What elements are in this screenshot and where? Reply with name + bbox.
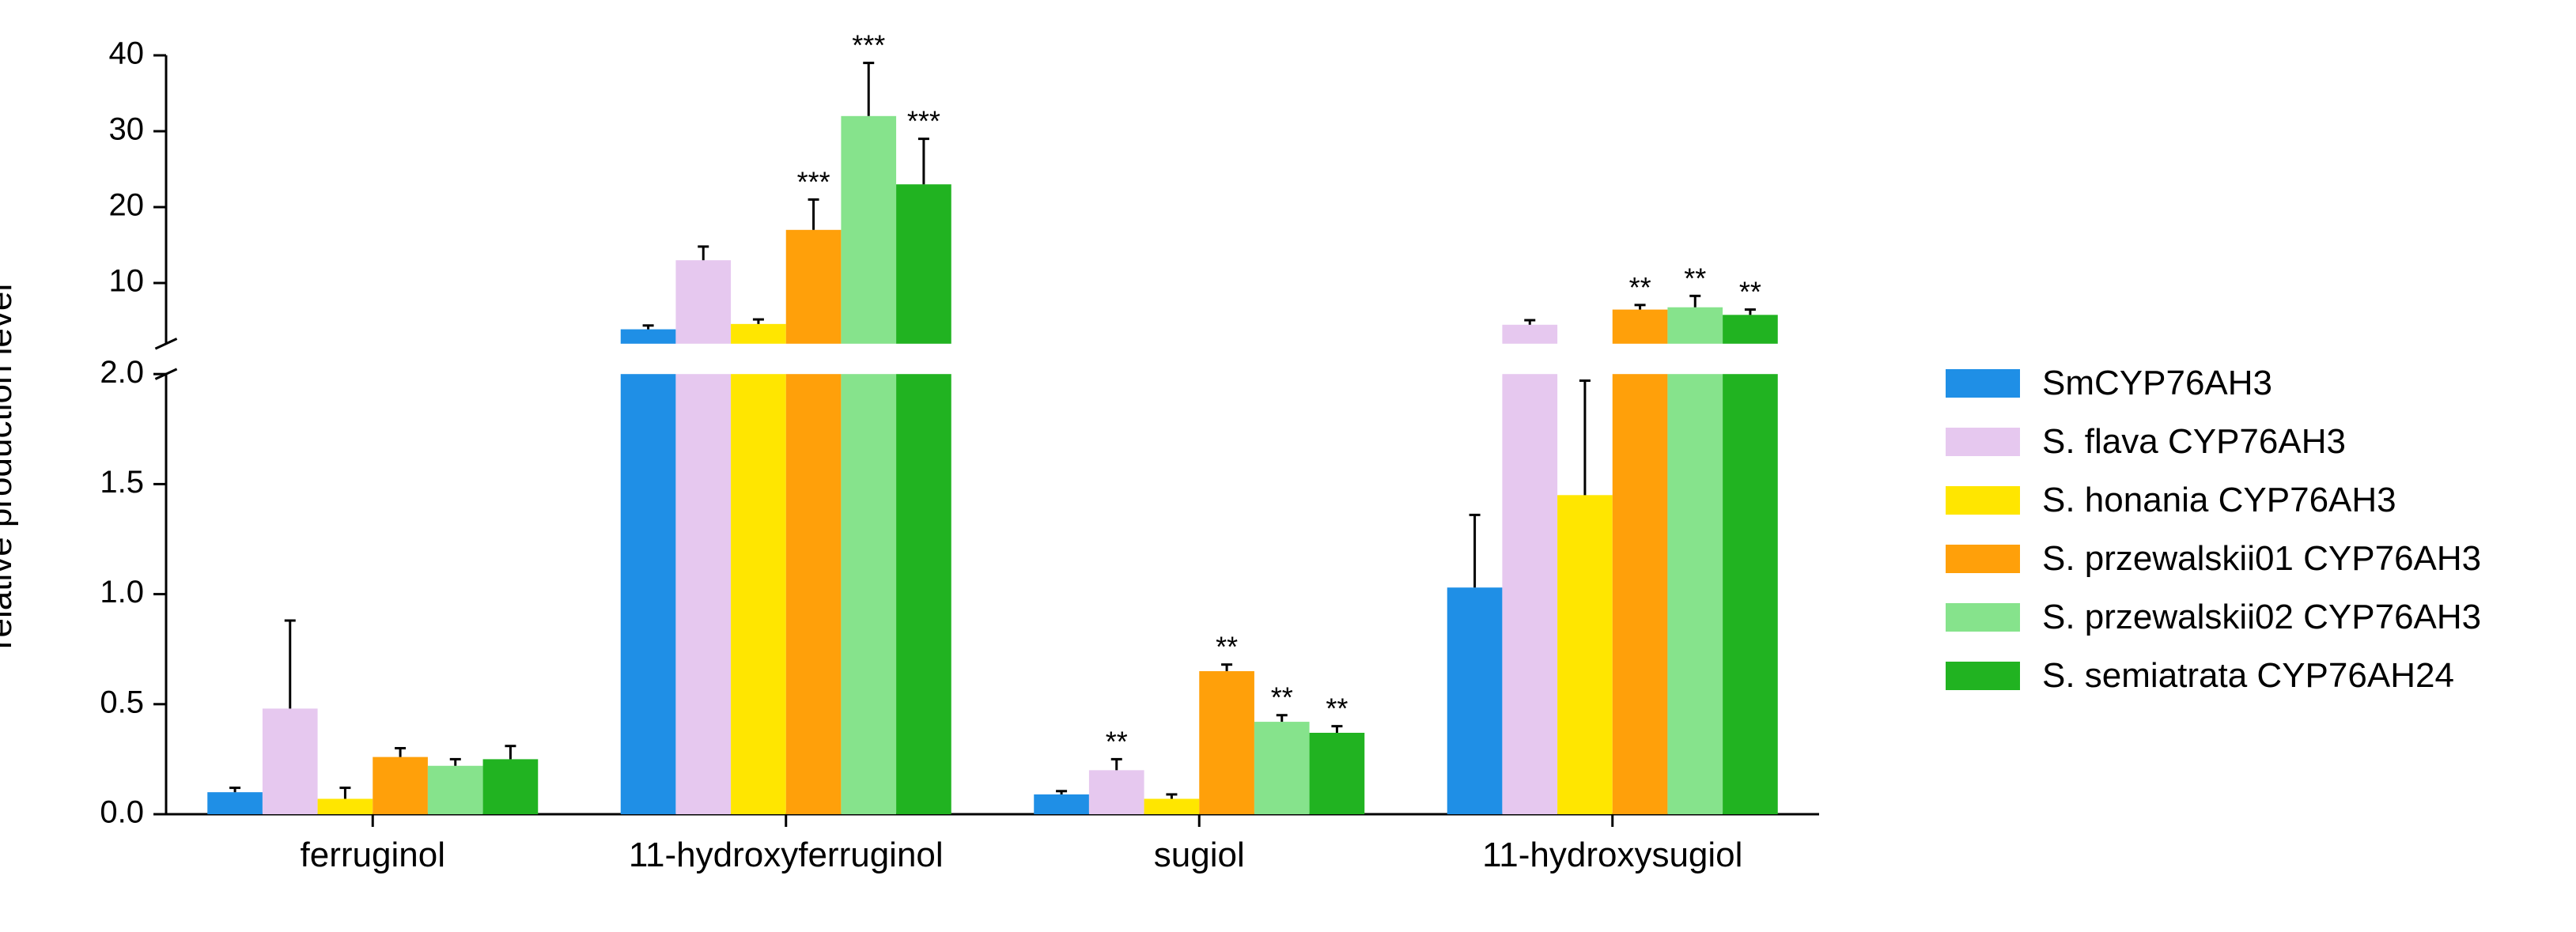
legend-item: S. przewalskii02 CYP76AH3 (1946, 598, 2481, 637)
y-tick-label: 40 (109, 36, 145, 71)
bar-upper-seg (1667, 308, 1723, 344)
bar-upper-seg (841, 116, 896, 344)
bar (318, 799, 373, 814)
y-tick-label: 1.5 (100, 465, 144, 500)
bar-lower-seg (731, 374, 786, 814)
legend-swatch (1946, 486, 2020, 515)
legend-swatch (1946, 428, 2020, 456)
y-axis-label: relative production level (0, 284, 20, 649)
significance-label: *** (907, 105, 940, 138)
bar-lower-seg (1667, 374, 1723, 814)
legend-swatch (1946, 662, 2020, 690)
bar-lower-seg (896, 374, 951, 814)
y-tick-label: 10 (109, 264, 145, 299)
significance-label: ** (1629, 271, 1651, 304)
grouped-bar-chart: 0.0 0.5 1.0 1.5 2.0 10 20 30 40 ferruginol 11-hydr… (32, 32, 1851, 901)
bar-lower-seg (621, 374, 676, 814)
y-tick-label: 2.0 (100, 355, 144, 390)
page: relative production level 0.0 0.5 1.0 1.5 2.… (0, 0, 2576, 932)
significance-label: ** (1326, 692, 1348, 725)
legend-item: S. flava CYP76AH3 (1946, 422, 2481, 462)
bar (1254, 722, 1310, 814)
chart-container: relative production level 0.00.51.01.52.… (32, 32, 1851, 901)
legend-swatch (1946, 545, 2020, 573)
y-tick-label: 0.5 (100, 685, 144, 719)
bar-lower-seg (1723, 374, 1778, 814)
legend-swatch (1946, 369, 2020, 398)
legend-swatch (1946, 603, 2020, 632)
legend-item: S. przewalskii01 CYP76AH3 (1946, 539, 2481, 579)
bar (1144, 799, 1200, 814)
legend-label: S. przewalskii02 CYP76AH3 (2042, 598, 2481, 637)
legend-label: S. honania CYP76AH3 (2042, 481, 2396, 520)
bar-lower-seg (1613, 374, 1668, 814)
legend-label: S. przewalskii01 CYP76AH3 (2042, 539, 2481, 579)
legend: SmCYP76AH3 S. flava CYP76AH3 S. honania CY… (1946, 364, 2481, 696)
bar-upper-seg (731, 324, 786, 344)
significance-label: ** (1216, 631, 1238, 663)
y-tick-label: 30 (109, 112, 145, 147)
bar-upper-seg (1502, 325, 1557, 344)
legend-label: S. semiatrata CYP76AH24 (2042, 656, 2454, 696)
significance-label: *** (852, 32, 885, 62)
bar-upper-seg (1723, 315, 1778, 343)
bar-upper-seg (1613, 310, 1668, 344)
x-category-label: sugiol (1154, 836, 1245, 874)
legend-item: S. honania CYP76AH3 (1946, 481, 2481, 520)
bar-upper-seg (675, 260, 731, 344)
bar-lower-seg (675, 374, 731, 814)
bar-upper-seg (621, 330, 676, 344)
y-tick-label: 1.0 (100, 575, 144, 609)
bar (1034, 794, 1089, 814)
bar-upper-seg (896, 184, 951, 344)
bar (373, 757, 428, 814)
bar (207, 792, 263, 814)
x-category-label: ferruginol (301, 836, 445, 874)
legend-label: SmCYP76AH3 (2042, 364, 2272, 403)
legend-item: SmCYP76AH3 (1946, 364, 2481, 403)
bar (1310, 733, 1365, 814)
significance-label: ** (1271, 681, 1293, 714)
bar (1199, 671, 1254, 814)
bar-upper-seg (786, 230, 842, 344)
bar-lower-seg (1502, 374, 1557, 814)
bar (263, 708, 318, 814)
bar (1447, 587, 1503, 814)
bar-lower-seg (841, 374, 896, 814)
bar (483, 759, 539, 814)
x-category-label: 11-hydroxysugiol (1482, 836, 1742, 874)
x-category-label: 11-hydroxyferruginol (629, 836, 944, 874)
legend-label: S. flava CYP76AH3 (2042, 422, 2346, 462)
legend-item: S. semiatrata CYP76AH24 (1946, 656, 2481, 696)
significance-label: *** (797, 165, 830, 198)
bar (1089, 770, 1144, 814)
significance-label: ** (1739, 276, 1761, 308)
significance-label: ** (1106, 725, 1128, 757)
y-tick-label: 20 (109, 188, 145, 223)
bar (428, 766, 483, 814)
significance-label: ** (1684, 262, 1706, 294)
bar (1557, 495, 1613, 814)
y-tick-label: 0.0 (100, 795, 144, 830)
bar-lower-seg (786, 374, 842, 814)
